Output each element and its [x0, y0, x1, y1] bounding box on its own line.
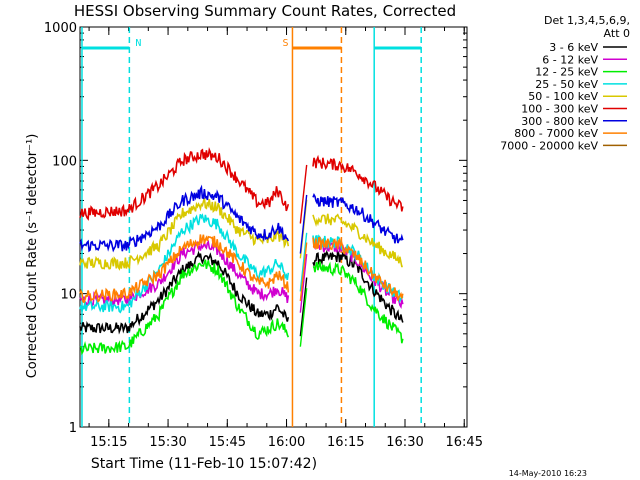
series-line: [312, 236, 404, 301]
x-tick-label: 16:30: [386, 435, 423, 450]
series-fragment: [299, 288, 308, 347]
series-line: [79, 146, 290, 221]
series-line: [312, 249, 404, 323]
x-tick-label: 15:30: [149, 435, 186, 450]
y-axis-label: Corrected Count Rate (s⁻¹ detector⁻¹): [25, 134, 40, 379]
x-tick-label: 15:15: [90, 435, 127, 450]
series-line: [312, 213, 403, 268]
series-line: [312, 261, 404, 344]
marker-label: S: [282, 38, 288, 49]
series-line: [79, 259, 290, 356]
legend-label: 300 - 800 keV: [521, 115, 598, 128]
legend-label: 100 - 300 keV: [521, 103, 598, 116]
series-line: [79, 234, 290, 304]
legend-label: 12 - 25 keV: [535, 66, 598, 79]
series-fragment: [299, 254, 308, 313]
chart-title: HESSI Observing Summary Count Rates, Cor…: [74, 2, 456, 20]
legend-label: 3 - 6 keV: [549, 41, 598, 54]
series-fragment: [299, 232, 308, 292]
legend-header-1: Det 1,3,4,5,6,9,: [544, 14, 630, 27]
y-tick-label: 1000: [44, 21, 77, 36]
series-line: [312, 154, 404, 212]
x-tick-label: 16:00: [268, 435, 305, 450]
legend-label: 6 - 12 keV: [542, 53, 598, 66]
series-fragment: [299, 277, 308, 337]
y-tick-label: 10: [60, 288, 77, 303]
series-fragment: [299, 194, 308, 254]
series-line: [312, 238, 404, 310]
y-tick-label: 100: [52, 154, 77, 169]
legend-label: 50 - 100 keV: [528, 90, 598, 103]
series-line: [79, 197, 290, 271]
x-axis-label: Start Time (11-Feb-10 15:07:42): [91, 456, 317, 472]
x-tick-label: 15:45: [209, 435, 246, 450]
timestamp: 14-May-2010 16:23: [509, 469, 587, 478]
legend-label: 25 - 50 keV: [535, 78, 598, 91]
legend-label: 800 - 7000 keV: [514, 127, 598, 140]
legend-label: 7000 - 20000 keV: [500, 139, 598, 152]
y-tick-label: 1: [69, 421, 77, 436]
plot-frame: [79, 26, 468, 428]
legend-header-2: Att 0: [604, 27, 630, 40]
x-tick-label: 16:15: [327, 435, 364, 450]
marker-label: N: [135, 38, 141, 49]
x-tick-label: 16:45: [446, 435, 483, 450]
series-line: [79, 184, 290, 253]
series-fragment: [299, 242, 308, 302]
series-line: [79, 213, 290, 314]
series-fragment: [299, 164, 308, 224]
series-line: [312, 192, 404, 244]
